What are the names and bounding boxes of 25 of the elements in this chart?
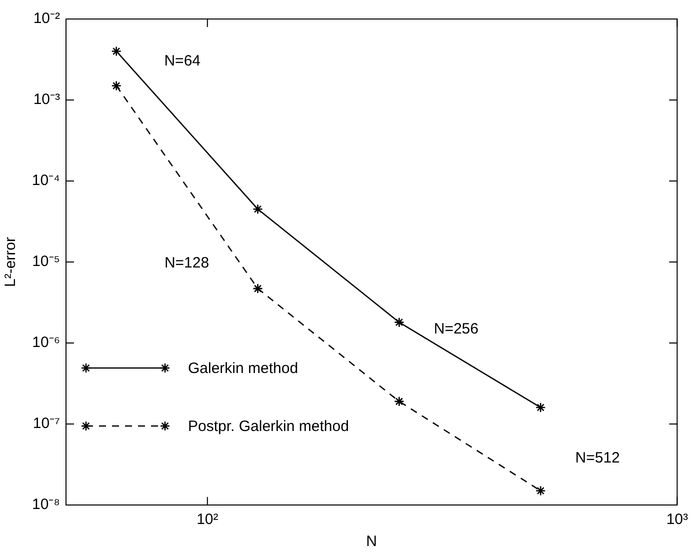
point <box>535 486 546 496</box>
annotation: N=256 <box>434 320 478 338</box>
y-tick-label: 10⁻⁸ <box>32 496 60 514</box>
point <box>111 80 122 91</box>
annotation: N=128 <box>164 254 210 272</box>
y-tick-label: 10⁻⁷ <box>32 415 60 432</box>
annotation: N=64 <box>164 52 201 70</box>
point <box>535 402 546 413</box>
y-tick-label: 10⁻⁶ <box>32 334 60 352</box>
point <box>394 317 404 328</box>
point <box>111 46 122 56</box>
y-tick-label: 10⁻³ <box>33 91 60 108</box>
annotation: N=512 <box>575 449 620 466</box>
legend-label: Galerkin method <box>188 360 298 376</box>
y-axis-title: L²-error <box>2 236 20 288</box>
point <box>252 204 263 214</box>
x-tick-label: 10³ <box>666 511 688 528</box>
y-tick-label: 10⁻² <box>33 10 60 28</box>
x-axis-title: N <box>366 533 377 550</box>
point <box>252 283 263 294</box>
legend-label: Postpr. Galerkin method <box>188 418 349 434</box>
x-tick-label: 10² <box>196 511 218 528</box>
y-tick-label: 10⁻⁵ <box>32 253 60 270</box>
point <box>394 396 404 407</box>
y-tick-label: 10⁻⁴ <box>32 172 60 190</box>
